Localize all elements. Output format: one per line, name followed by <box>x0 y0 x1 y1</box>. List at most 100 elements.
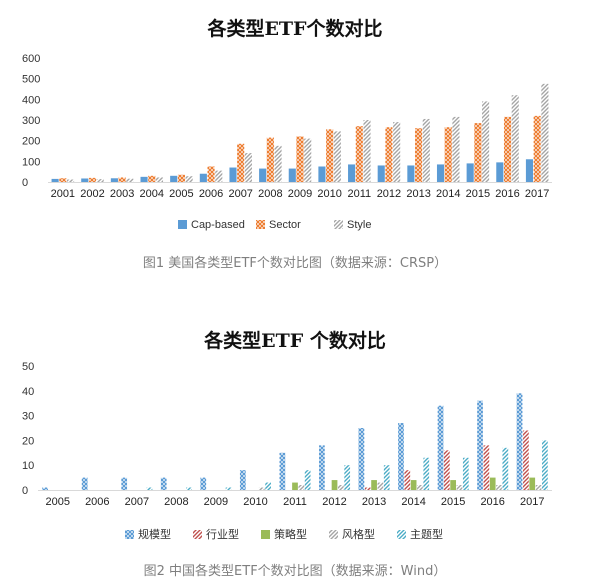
bar-1-2010 <box>239 470 246 490</box>
x-tick-label: 2008 <box>258 188 282 200</box>
bar-4-2017 <box>535 485 542 490</box>
bar-3-2004 <box>155 177 164 182</box>
bar-2-2015 <box>474 123 482 182</box>
bar-3-2011 <box>292 482 298 490</box>
y-tick-label: 40 <box>22 386 34 398</box>
legend-label: Style <box>347 219 371 231</box>
bar-5-2007 <box>146 487 153 490</box>
x-tick-label: 2007 <box>125 496 149 508</box>
bar-2-2015 <box>443 450 450 490</box>
bar-2-2008 <box>266 137 274 182</box>
bar-2-2017 <box>533 115 541 182</box>
bar-5-2013 <box>383 465 390 490</box>
bar-1-2009 <box>200 477 207 490</box>
x-tick-label: 2012 <box>322 496 346 508</box>
bar-3-2002 <box>96 179 104 182</box>
y-tick-label: 0 <box>22 177 28 189</box>
bar-5-2016 <box>502 447 509 490</box>
bar-1-2013 <box>358 428 365 490</box>
x-tick-label: 2004 <box>140 188 164 200</box>
bar-1-2008 <box>160 477 167 490</box>
bar-5-2017 <box>542 440 548 490</box>
y-tick-label: 30 <box>22 411 34 423</box>
bar-3-2006 <box>215 170 223 182</box>
bar-1-2014 <box>398 423 404 490</box>
x-tick-label: 2005 <box>169 188 193 200</box>
bar-3-2011 <box>363 120 371 182</box>
x-tick-label: 2011 <box>347 188 371 200</box>
legend-label: Cap-based <box>191 219 245 231</box>
bar-2-2001 <box>59 178 67 182</box>
chart-title: 各类型ETF 个数对比 <box>204 330 386 352</box>
bar-2-2013 <box>415 128 423 182</box>
legend-item: 风格型 <box>329 527 375 541</box>
bar-4-2015 <box>456 485 463 490</box>
bar-2-2005 <box>177 174 185 182</box>
bar-3-2009 <box>304 138 312 182</box>
x-tick-label: 2010 <box>317 188 341 200</box>
chart-title: 各类型ETF个数对比 <box>207 18 383 40</box>
bar-2-2014 <box>404 470 411 490</box>
bar-3-2001 <box>66 179 75 182</box>
legend-swatch <box>256 220 265 229</box>
x-tick-label: 2006 <box>85 496 109 508</box>
bar-3-2013 <box>371 480 377 490</box>
bar-2-2014 <box>444 127 452 182</box>
legend-item: Style <box>334 219 371 231</box>
bar-2-2007 <box>237 143 245 182</box>
bar-5-2009 <box>225 487 232 490</box>
y-tick-label: 500 <box>22 74 40 86</box>
bar-2-2006 <box>207 166 215 182</box>
y-tick-label: 20 <box>22 435 34 447</box>
bar-1-2011 <box>348 164 356 182</box>
bar-5-2008 <box>186 487 192 490</box>
legend-item: Sector <box>256 219 301 231</box>
y-tick-label: 50 <box>22 361 34 373</box>
x-tick-label: 2003 <box>110 188 134 200</box>
x-tick-label: 2013 <box>406 188 430 200</box>
legend-item: 规模型 <box>125 527 171 541</box>
x-tick-label: 2009 <box>288 188 312 200</box>
bar-1-2012 <box>319 445 325 490</box>
legend-swatch <box>261 530 270 539</box>
bar-2-2016 <box>503 116 512 182</box>
x-tick-label: 2011 <box>283 496 307 508</box>
bar-1-2011 <box>279 452 286 490</box>
legend-swatch <box>397 530 406 539</box>
x-tick-label: 2014 <box>436 188 460 200</box>
bar-1-2005 <box>170 175 178 182</box>
bar-1-2014 <box>436 164 445 182</box>
legend-label: 规模型 <box>138 527 171 541</box>
bar-5-2010 <box>265 482 271 490</box>
bar-1-2016 <box>477 400 483 490</box>
bar-1-2017 <box>525 159 534 182</box>
x-tick-label: 2012 <box>377 188 401 200</box>
x-tick-label: 2015 <box>441 496 465 508</box>
bar-3-2012 <box>331 480 338 490</box>
bar-3-2013 <box>422 118 430 182</box>
legend-label: 行业型 <box>206 527 239 541</box>
bar-3-2017 <box>541 83 549 182</box>
bar-2-2011 <box>355 126 363 182</box>
cn-etf-bar-chart: 0 10 20 30 40 50 2005 2006 2007 2008 2009 2010 2011 2… <box>22 361 552 541</box>
legend-swatch <box>125 530 134 539</box>
bar-4-2012 <box>338 485 344 490</box>
bar-1-2007 <box>229 167 237 182</box>
legend-item: Cap-based <box>178 219 245 231</box>
bar-4-2013 <box>377 482 384 490</box>
bar-3-2012 <box>393 122 401 182</box>
legend-item: 主题型 <box>397 527 443 541</box>
bar-4-2016 <box>496 485 502 490</box>
bar-2-2013 <box>364 487 371 490</box>
bar-2-2012 <box>385 127 393 182</box>
legend-label: 主题型 <box>410 527 443 541</box>
legend-label: 策略型 <box>274 527 307 541</box>
x-tick-label: 2008 <box>164 496 188 508</box>
legend-item: 策略型 <box>261 527 307 541</box>
legend-item: 行业型 <box>193 527 239 541</box>
bar-4-2014 <box>417 485 423 490</box>
bar-2-2010 <box>326 129 334 182</box>
bar-2-2016 <box>483 445 490 490</box>
bar-1-2007 <box>121 477 128 490</box>
y-tick-label: 0 <box>22 485 28 497</box>
